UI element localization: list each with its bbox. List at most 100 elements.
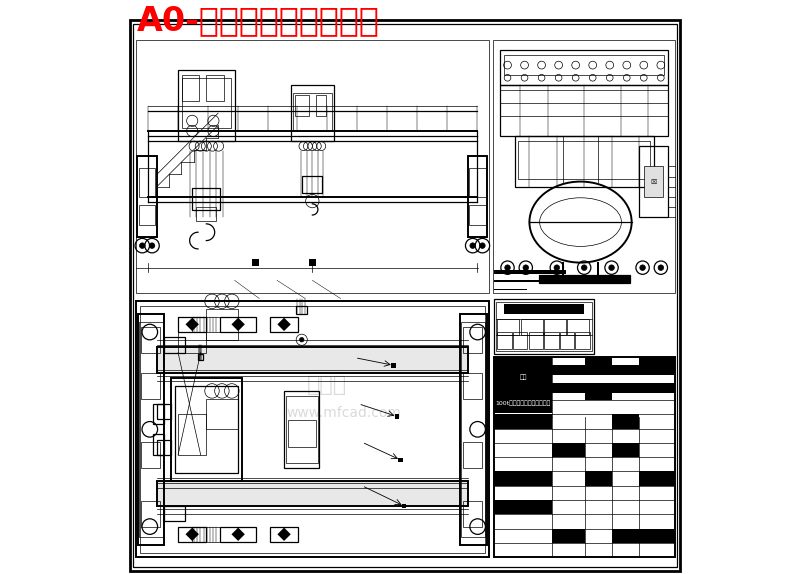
Bar: [552, 365, 676, 375]
Bar: [494, 386, 552, 400]
Bar: [552, 383, 676, 393]
Bar: [270, 526, 298, 542]
Bar: [164, 337, 185, 352]
Bar: [497, 302, 592, 351]
Bar: [140, 306, 484, 553]
Bar: [295, 95, 309, 116]
Bar: [585, 386, 612, 400]
Bar: [207, 309, 238, 340]
Bar: [139, 322, 163, 537]
Bar: [181, 77, 231, 129]
Bar: [544, 319, 566, 335]
Polygon shape: [185, 317, 199, 331]
Bar: [193, 188, 220, 210]
Bar: [501, 86, 668, 136]
Bar: [316, 95, 326, 116]
Bar: [521, 319, 543, 335]
Bar: [309, 259, 316, 266]
Bar: [494, 393, 552, 413]
Bar: [494, 357, 676, 557]
Bar: [518, 141, 650, 179]
Bar: [539, 276, 630, 283]
Circle shape: [470, 243, 475, 249]
Bar: [461, 322, 485, 537]
Bar: [639, 357, 676, 371]
Bar: [157, 440, 171, 455]
Bar: [296, 307, 307, 314]
Bar: [157, 347, 468, 373]
Bar: [284, 391, 319, 468]
Bar: [141, 501, 160, 526]
Bar: [192, 526, 220, 542]
Bar: [391, 363, 396, 367]
Bar: [612, 529, 676, 543]
Bar: [288, 420, 316, 447]
Circle shape: [554, 265, 560, 270]
Bar: [639, 146, 668, 217]
Bar: [494, 357, 552, 371]
Bar: [463, 327, 482, 352]
Bar: [141, 327, 160, 352]
Bar: [293, 93, 332, 131]
Bar: [468, 156, 488, 237]
Bar: [497, 319, 519, 335]
Bar: [178, 414, 207, 455]
Bar: [494, 367, 552, 387]
Polygon shape: [277, 317, 291, 331]
Bar: [463, 442, 482, 468]
Bar: [575, 332, 590, 348]
Bar: [141, 442, 160, 468]
Bar: [138, 156, 157, 237]
Bar: [463, 373, 482, 398]
Bar: [544, 332, 559, 348]
Bar: [494, 270, 566, 273]
Bar: [138, 314, 164, 545]
Bar: [513, 332, 527, 348]
Bar: [291, 86, 334, 141]
Text: ☒: ☒: [650, 179, 657, 185]
Bar: [529, 332, 543, 348]
Bar: [174, 386, 238, 473]
Circle shape: [139, 243, 145, 249]
Bar: [504, 304, 584, 314]
Bar: [253, 259, 259, 266]
Bar: [171, 378, 241, 480]
Circle shape: [505, 265, 510, 270]
Bar: [153, 404, 164, 424]
Bar: [494, 298, 595, 354]
Bar: [552, 529, 585, 543]
Bar: [399, 458, 403, 462]
Bar: [178, 317, 207, 352]
Bar: [164, 506, 185, 521]
Bar: [612, 414, 639, 429]
Bar: [178, 526, 207, 542]
Bar: [135, 40, 489, 293]
Polygon shape: [232, 317, 245, 331]
Bar: [270, 317, 298, 332]
Bar: [192, 317, 220, 332]
Bar: [302, 176, 322, 193]
Bar: [504, 55, 664, 75]
Bar: [220, 317, 256, 332]
Text: A0-桥式铸造起重机总图: A0-桥式铸造起重机总图: [137, 4, 380, 37]
Bar: [515, 136, 654, 187]
Circle shape: [609, 265, 614, 270]
Bar: [178, 317, 207, 332]
Circle shape: [523, 265, 529, 270]
Circle shape: [658, 265, 663, 270]
Bar: [286, 396, 318, 463]
Bar: [494, 471, 552, 486]
Bar: [178, 70, 235, 141]
Bar: [552, 443, 585, 457]
Circle shape: [582, 265, 587, 270]
Bar: [585, 471, 612, 486]
Bar: [645, 166, 663, 197]
Bar: [494, 414, 552, 429]
Bar: [560, 332, 574, 348]
Bar: [198, 354, 202, 360]
Bar: [157, 480, 468, 506]
Bar: [470, 205, 485, 225]
Bar: [207, 398, 238, 429]
Bar: [135, 301, 489, 557]
Bar: [139, 168, 156, 197]
